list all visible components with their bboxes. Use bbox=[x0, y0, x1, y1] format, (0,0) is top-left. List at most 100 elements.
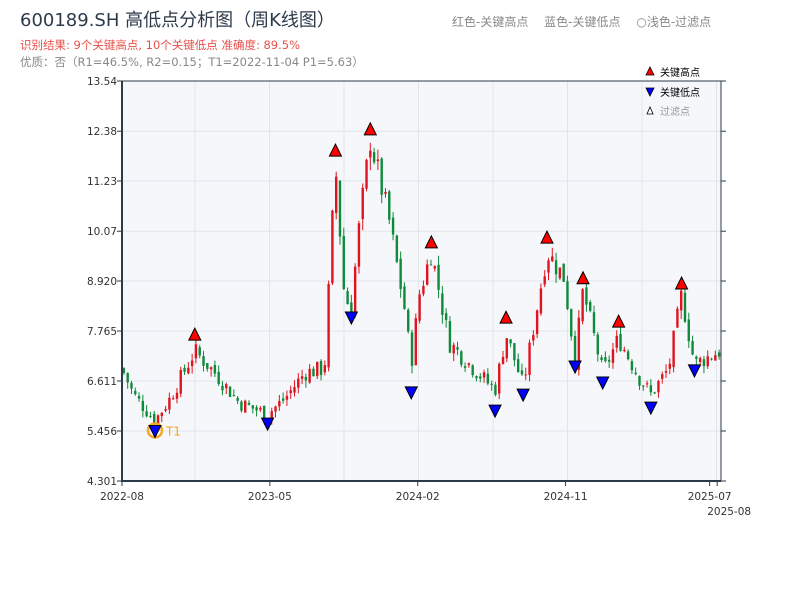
legend-high-label: 关键高点 bbox=[660, 66, 700, 79]
legend-high-icon bbox=[645, 66, 655, 76]
candle-down bbox=[573, 336, 577, 369]
candle-up bbox=[698, 358, 702, 362]
candle-down bbox=[149, 415, 152, 417]
legend-blue-text: 蓝色-关键低点 bbox=[544, 15, 621, 29]
candle-down bbox=[494, 384, 497, 395]
candle-down bbox=[626, 351, 630, 360]
candle-up bbox=[209, 367, 213, 370]
candle-up bbox=[425, 264, 429, 285]
candle-up bbox=[645, 383, 649, 385]
candle-up bbox=[175, 392, 179, 399]
candle-up bbox=[611, 349, 615, 363]
candle-down bbox=[444, 313, 448, 320]
candle-up bbox=[171, 398, 175, 400]
candle-down bbox=[649, 385, 653, 393]
candle-up bbox=[657, 381, 660, 393]
candle-down bbox=[653, 392, 656, 394]
candle-down bbox=[630, 361, 634, 371]
candle-up bbox=[365, 159, 368, 189]
candle-down bbox=[596, 334, 599, 355]
result-summary: 识别结果: 9个关键高点, 10个关键低点 准确度: 89.5% bbox=[20, 38, 301, 52]
candle-down bbox=[145, 411, 148, 417]
candle-down bbox=[236, 397, 239, 401]
key-high-marker bbox=[611, 313, 626, 328]
candle-down bbox=[388, 191, 391, 220]
candle-down bbox=[592, 312, 596, 333]
candle-down bbox=[437, 264, 440, 290]
candle-down bbox=[513, 343, 516, 361]
key-low-marker bbox=[687, 364, 702, 378]
candle-down bbox=[471, 365, 474, 376]
candle-down bbox=[251, 405, 254, 409]
candle-down bbox=[380, 158, 383, 195]
candle-up bbox=[190, 360, 194, 367]
candle-up bbox=[482, 372, 486, 378]
key-low-marker bbox=[260, 417, 275, 432]
candle-down bbox=[600, 357, 603, 360]
candle-up bbox=[293, 387, 296, 393]
candle-up bbox=[539, 288, 543, 314]
candle-up bbox=[289, 390, 292, 394]
candle-down bbox=[607, 359, 611, 362]
candle-down bbox=[137, 395, 141, 399]
candle-up bbox=[422, 285, 425, 295]
candle-down bbox=[619, 333, 622, 351]
key-low-marker bbox=[644, 401, 658, 416]
candle-up bbox=[558, 267, 562, 279]
candle-up bbox=[551, 256, 554, 262]
candle-up bbox=[300, 376, 304, 379]
candle-up bbox=[297, 378, 300, 388]
key-low-marker bbox=[516, 388, 530, 403]
candle-down bbox=[350, 302, 353, 314]
legend-red-text: 红色-关键高点 bbox=[452, 15, 529, 29]
candle-up bbox=[323, 365, 327, 373]
candle-down bbox=[638, 376, 641, 386]
candle-down bbox=[490, 383, 493, 385]
candle-down bbox=[281, 398, 285, 401]
candle-down bbox=[520, 370, 524, 375]
candle-down bbox=[509, 339, 512, 344]
candle-up bbox=[452, 344, 455, 354]
candle-down bbox=[198, 347, 201, 356]
key-low-marker bbox=[568, 360, 582, 375]
x-tick-label: 2024-02 bbox=[396, 491, 440, 503]
candle-down bbox=[456, 347, 459, 350]
x-tick-label: 2024-11 bbox=[544, 491, 588, 503]
legend-low-icon bbox=[645, 87, 655, 97]
candle-down bbox=[429, 264, 433, 266]
key-low-marker bbox=[344, 311, 359, 326]
candle-down bbox=[304, 376, 308, 381]
candle-down bbox=[448, 321, 452, 353]
candle-down bbox=[247, 402, 251, 405]
candle-up bbox=[581, 289, 584, 322]
candle-up bbox=[543, 276, 546, 285]
key-high-marker bbox=[540, 229, 554, 244]
y-tick-label: 6.611 bbox=[87, 376, 117, 388]
key-high-marker bbox=[576, 270, 590, 285]
key-high-marker bbox=[187, 326, 202, 341]
color-legend: 红色-关键高点 蓝色-关键低点 ○浅色-过滤点 bbox=[452, 15, 711, 29]
candle-down bbox=[516, 359, 520, 373]
legend-filtered-icon bbox=[646, 105, 654, 115]
candle-up bbox=[524, 374, 527, 376]
candle-up bbox=[187, 367, 190, 374]
candle-up bbox=[664, 371, 668, 373]
candle-up bbox=[433, 266, 436, 269]
candle-up bbox=[714, 355, 717, 361]
candle-up bbox=[668, 363, 672, 369]
candle-up bbox=[547, 260, 550, 273]
candle-down bbox=[130, 382, 133, 389]
candle-up bbox=[331, 210, 334, 284]
candle-up bbox=[615, 335, 618, 348]
candle-up bbox=[316, 361, 319, 377]
chart-title: 600189.SH 高低点分析图（周K线图） bbox=[20, 10, 335, 31]
candle-up bbox=[278, 400, 281, 407]
candle-down bbox=[687, 319, 690, 342]
x-tick-label: 2025-07 bbox=[688, 491, 732, 503]
candle-down bbox=[691, 340, 694, 355]
candle-down bbox=[399, 258, 402, 290]
candle-up bbox=[334, 176, 338, 214]
legend-low-label: 关键低点 bbox=[660, 86, 700, 99]
candle-up bbox=[532, 334, 535, 341]
candle-up bbox=[194, 344, 198, 359]
